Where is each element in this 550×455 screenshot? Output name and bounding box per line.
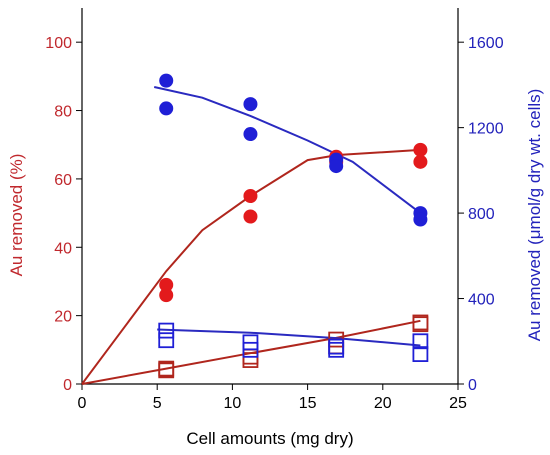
left-y-tick-label: 100 [45, 35, 72, 52]
x-tick-label: 25 [449, 395, 467, 412]
blue-fit-line-7 [157, 328, 421, 347]
blue-square-point [412, 346, 429, 362]
left-y-tick-label: 0 [63, 377, 72, 394]
left-y-tick-label: 20 [54, 309, 72, 326]
blue-circle-point [243, 97, 258, 112]
red-circle-point [413, 142, 428, 157]
left-y-axis-title: Au removed (%) [7, 154, 26, 277]
right-y-tick-label: 0 [468, 377, 477, 394]
left-y-tick-label: 60 [54, 172, 72, 189]
left-y-tick-label: 80 [54, 104, 72, 121]
right-y-axis-title: Au removed (μmol/g dry wt. cells) [525, 89, 544, 342]
red-square-point [158, 362, 175, 379]
blue-fit-line-5 [153, 86, 422, 214]
x-tick-label: 5 [153, 395, 162, 412]
blue-square-point [412, 333, 429, 350]
blue-circle-point [329, 159, 344, 174]
red-circle-point [243, 189, 258, 203]
blue-square-point [242, 341, 259, 358]
right-y-tick-label: 800 [468, 206, 495, 223]
blue-circle-point [413, 212, 428, 227]
red-circle-point [243, 209, 258, 224]
left-y-tick-label: 40 [54, 240, 72, 257]
blue-circle-point [243, 127, 258, 142]
blue-square-point [158, 332, 175, 349]
red-square-point [412, 316, 429, 333]
red-square-point [242, 352, 259, 368]
x-axis-title: Cell amounts (mg dry) [186, 429, 353, 448]
right-y-tick-label: 400 [468, 292, 495, 309]
red-circle-point [159, 277, 174, 292]
red-circle-point [413, 154, 428, 169]
x-tick-label: 0 [78, 395, 87, 412]
right-y-tick-label: 1200 [468, 121, 504, 138]
red-circle-point [159, 288, 174, 303]
right-y-tick-label: 1600 [468, 35, 504, 52]
x-tick-label: 20 [374, 395, 392, 412]
blue-square-point [158, 322, 175, 339]
blue-circle-point [159, 73, 174, 88]
x-tick-label: 15 [299, 395, 317, 412]
blue-circle-point [159, 101, 174, 116]
blue-square-point [328, 341, 345, 358]
x-tick-label: 10 [224, 395, 242, 412]
